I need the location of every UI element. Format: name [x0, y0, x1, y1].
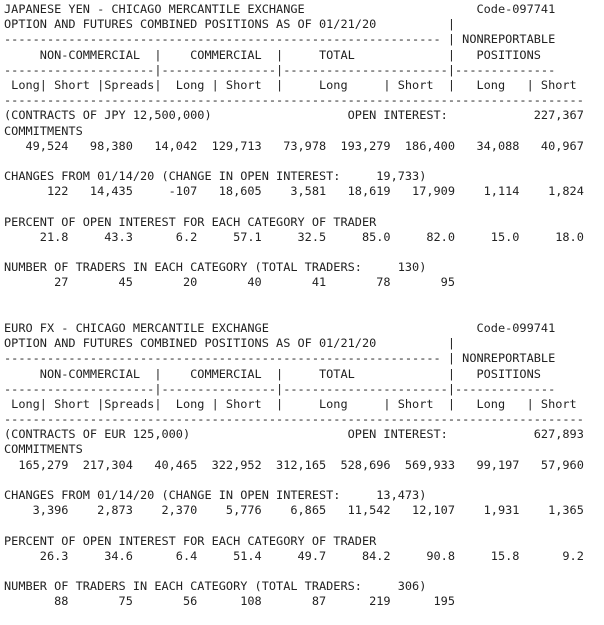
report-line: 122 14,435 -107 18,605 3,581 18,619 17,9… [4, 184, 584, 199]
report-line: Long| Short |Spreads| Long | Short | Lon… [4, 77, 577, 92]
report-line: (CONTRACTS OF EUR 125,000) OPEN INTEREST… [4, 427, 584, 442]
report-line [4, 473, 604, 488]
report-line: OPTION AND FUTURES COMBINED POSITIONS AS… [4, 336, 456, 351]
report-line: ----------------------------------------… [4, 32, 556, 47]
report-line [4, 245, 604, 260]
report-line: OPTION AND FUTURES COMBINED POSITIONS AS… [4, 17, 456, 32]
report-line: NON-COMMERCIAL | COMMERCIAL | TOTAL | PO… [4, 366, 541, 381]
report-line: JAPANESE YEN - CHICAGO MERCANTILE EXCHAN… [4, 2, 556, 16]
report-line [4, 610, 604, 625]
report-line: 3,396 2,873 2,370 5,776 6,865 11,542 12,… [4, 503, 584, 518]
report-line: CHANGES FROM 01/14/20 (CHANGE IN OPEN IN… [4, 488, 427, 502]
report-line [4, 291, 604, 306]
report-line: ----------------------------------------… [4, 93, 584, 108]
report-line: ----------------------------------------… [4, 351, 556, 366]
report-line: 26.3 34.6 6.4 51.4 49.7 84.2 90.8 15.8 9… [4, 548, 584, 563]
report-line: 21.8 43.3 6.2 57.1 32.5 85.0 82.0 15.0 1… [4, 229, 584, 244]
report-line: CHANGES FROM 01/14/20 (CHANGE IN OPEN IN… [4, 169, 427, 184]
report-line: ----------------------------------------… [4, 412, 584, 427]
report-line: PERCENT OF OPEN INTEREST FOR EACH CATEGO… [4, 214, 377, 229]
report-line: NON-COMMERCIAL | COMMERCIAL | TOTAL | PO… [4, 47, 541, 62]
report-line: ---------------------|----------------|-… [4, 381, 556, 396]
report-line [4, 154, 604, 169]
report-line: 27 45 20 40 41 78 95 [4, 275, 456, 290]
report-line: NUMBER OF TRADERS IN EACH CATEGORY (TOTA… [4, 579, 427, 594]
report-line: ---------------------|----------------|-… [4, 62, 556, 77]
report-line [4, 564, 604, 579]
report-line: COMMITMENTS [4, 442, 83, 457]
report-line: (CONTRACTS OF JPY 12,500,000) OPEN INTER… [4, 108, 584, 123]
report-line: PERCENT OF OPEN INTEREST FOR EACH CATEGO… [4, 533, 377, 548]
report-line [4, 306, 604, 321]
report-line: COMMITMENTS [4, 123, 83, 138]
report-line: EURO FX - CHICAGO MERCANTILE EXCHANGE Co… [4, 320, 556, 335]
report-line: Long| Short |Spreads| Long | Short | Lon… [4, 396, 577, 411]
report-line: 49,524 98,380 14,042 129,713 73,978 193,… [4, 138, 584, 153]
report-line: 165,279 217,304 40,465 322,952 312,165 5… [4, 457, 584, 472]
report-line [4, 199, 604, 214]
report-line: NUMBER OF TRADERS IN EACH CATEGORY (TOTA… [4, 260, 427, 275]
report-line: 88 75 56 108 87 219 195 [4, 594, 456, 609]
report-line [4, 518, 604, 533]
